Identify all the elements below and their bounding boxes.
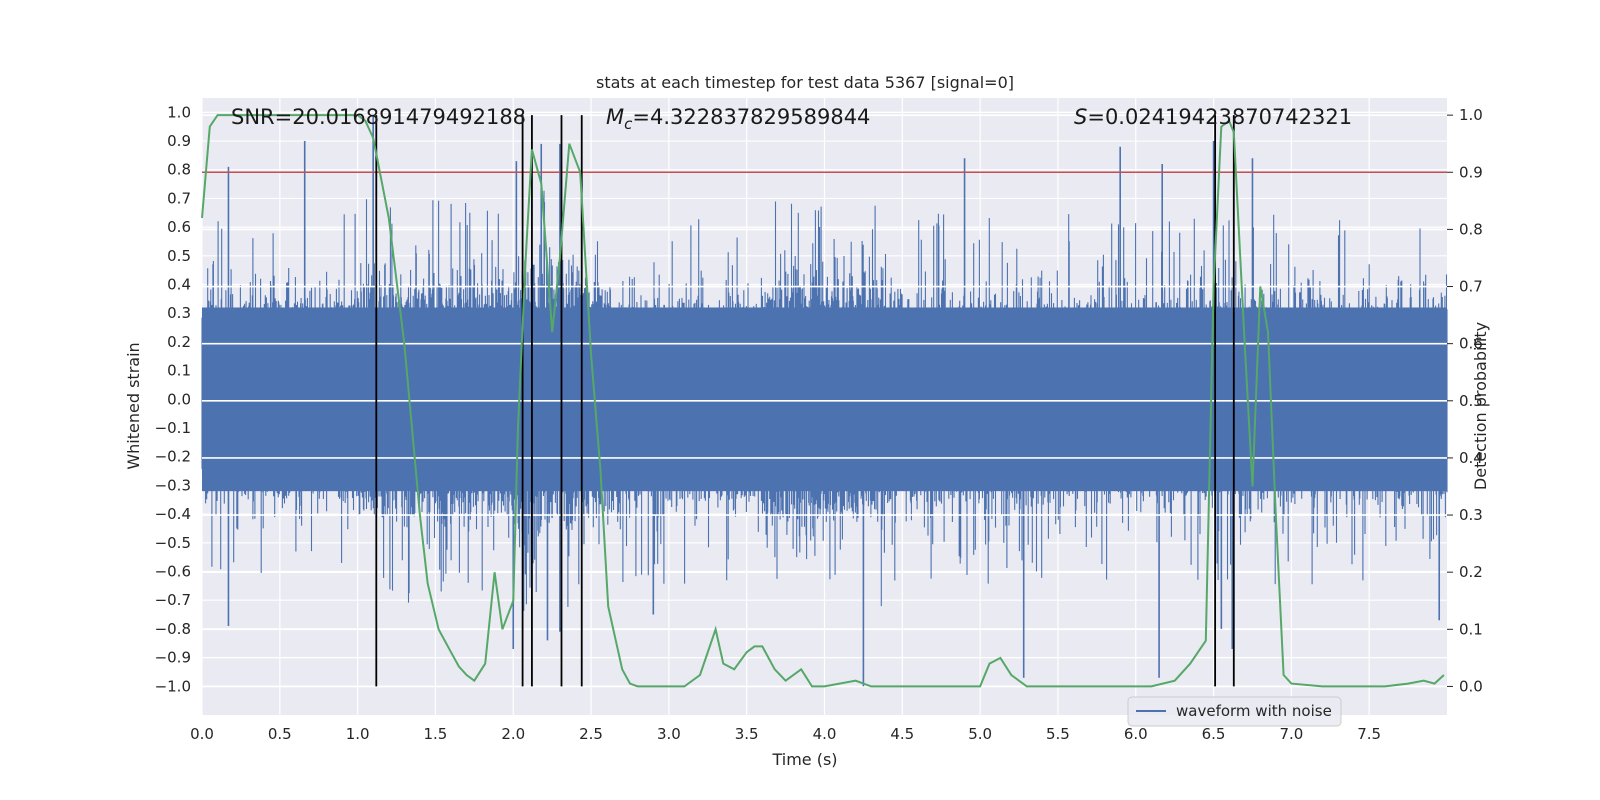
y2-tick-label: 0.5 [1459, 392, 1483, 410]
x-tick-label: 3.5 [735, 725, 759, 743]
y2-tick-label: 0.9 [1459, 163, 1483, 181]
chart-title: stats at each timestep for test data 536… [596, 73, 1014, 92]
y2-tick-label: 0.1 [1459, 620, 1483, 638]
x-tick-label: 6.5 [1202, 725, 1226, 743]
chirp-mass-subscript: c [624, 115, 633, 133]
y2-tick-label: 0.0 [1459, 677, 1483, 695]
x-tick-label: 1.5 [424, 725, 448, 743]
y-tick-label: 0.5 [167, 247, 191, 265]
y-tick-label: 0.2 [167, 333, 191, 351]
chirp-mass-annotation: Mc=4.322837829589844 [606, 105, 870, 133]
y-tick-label: −0.6 [155, 563, 191, 581]
y-axis-title: Whitened strain [124, 342, 143, 469]
x-tick-label: 2.0 [501, 725, 525, 743]
y-tick-label: 0.9 [167, 132, 191, 150]
y-tick-label: −0.4 [155, 505, 191, 523]
y-tick-label: 0.4 [167, 276, 191, 294]
y-tick-label: 1.0 [167, 103, 191, 121]
y-axis-ticks: 1.0 0.9 0.8 0.7 0.6 0.5 0.4 0.3 0.2 0.1 0.0 −0.1 −0.… [155, 103, 191, 695]
x-tick-label: 1.0 [346, 725, 370, 743]
y2-tick-label: 0.7 [1459, 278, 1483, 296]
x-tick-label: 7.5 [1357, 725, 1381, 743]
x-axis-ticks: 0.0 0.5 1.0 1.5 2.0 2.5 3.0 3.5 4.0 4.5 5.0 5.5 6.0 6… [190, 725, 1381, 743]
snr-annotation: SNR=20.016891479492188 [231, 105, 526, 129]
y2-axis-ticks: 1.0 0.9 0.8 0.7 0.6 0.5 0.4 0.3 0.2 0.1 0.0 [1447, 106, 1483, 695]
waveform-noise-core [202, 307, 1447, 492]
x-tick-label: 3.0 [657, 725, 681, 743]
y2-tick-label: 0.2 [1459, 563, 1483, 581]
y2-axis-title: Detection probability [1471, 322, 1490, 490]
x-tick-label: 6.0 [1124, 725, 1148, 743]
y-tick-label: 0.1 [167, 362, 191, 380]
event-lines [375, 115, 1235, 687]
s-symbol: S [1074, 105, 1087, 129]
y-tick-label: −0.8 [155, 620, 191, 638]
y-tick-label: −0.3 [155, 476, 191, 494]
y-tick-label: 0.6 [167, 218, 191, 236]
x-tick-label: 7.0 [1279, 725, 1303, 743]
probability-series [201, 114, 1445, 688]
x-tick-label: 4.0 [813, 725, 837, 743]
y2-tick-label: 0.4 [1459, 449, 1483, 467]
y-tick-label: 0.7 [167, 189, 191, 207]
x-axis-title: Time (s) [771, 750, 837, 769]
x-tick-label: 0.0 [190, 725, 214, 743]
y2-tick-label: 0.6 [1459, 335, 1483, 353]
y-tick-label: −0.9 [155, 649, 191, 667]
y2-tick-label: 1.0 [1459, 106, 1483, 124]
x-tick-label: 4.5 [890, 725, 914, 743]
chirp-mass-symbol: M [606, 105, 624, 129]
x-tick-label: 5.0 [968, 725, 992, 743]
y-tick-label: −0.2 [155, 448, 191, 466]
probability-line [201, 114, 1445, 688]
y-tick-label: 0.8 [167, 161, 191, 179]
y-tick-label: −0.7 [155, 591, 191, 609]
x-tick-label: 2.5 [579, 725, 603, 743]
y-tick-label: −0.5 [155, 534, 191, 552]
s-value: =0.02419423870742321 [1087, 105, 1352, 129]
legend-box [1127, 696, 1342, 727]
chirp-mass-value: =4.322837829589844 [632, 105, 870, 129]
s-annotation: S=0.02419423870742321 [1074, 105, 1352, 129]
y2-tick-label: 0.8 [1459, 220, 1483, 238]
legend-label: waveform with noise [1176, 702, 1332, 720]
y-tick-label: −0.1 [155, 419, 191, 437]
x-tick-label: 0.5 [268, 725, 292, 743]
y-tick-label: 0.0 [167, 390, 191, 408]
legend: waveform with noise [1127, 696, 1342, 727]
y-tick-label: 0.3 [167, 304, 191, 322]
x-tick-label: 5.5 [1046, 725, 1070, 743]
y2-tick-label: 0.3 [1459, 506, 1483, 524]
y-tick-label: −1.0 [155, 677, 191, 695]
